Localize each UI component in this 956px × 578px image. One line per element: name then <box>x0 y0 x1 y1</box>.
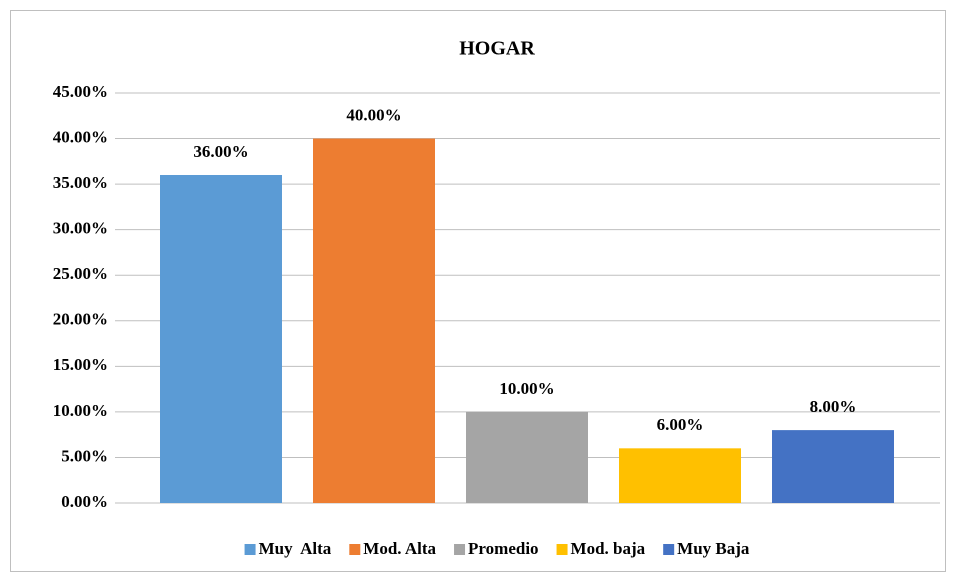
legend-label: Promedio <box>468 539 539 558</box>
legend-swatch <box>454 544 466 555</box>
legend-label: Muy Baja <box>677 539 750 558</box>
y-tick-label: 35.00% <box>53 173 108 192</box>
chart-title: HOGAR <box>459 38 535 60</box>
data-label: 8.00% <box>810 397 857 416</box>
legend-swatch <box>244 544 256 555</box>
y-tick-label: 15.00% <box>53 355 108 374</box>
y-tick-label: 45.00% <box>53 82 108 101</box>
bar <box>313 138 435 504</box>
data-label: 10.00% <box>499 379 554 398</box>
legend-label: Mod. Alta <box>363 539 436 558</box>
legend: Muy Alta Mod. Alta Promedio Mod. baja Muy Ba… <box>244 539 750 558</box>
legend-label: Mod. baja <box>571 539 646 558</box>
y-tick-label: 5.00% <box>61 446 108 465</box>
y-tick-label: 0.00% <box>61 492 108 511</box>
legend-label: Muy Alta <box>259 539 332 558</box>
bar <box>466 411 588 503</box>
data-label: 40.00% <box>346 105 401 124</box>
data-label: 36.00% <box>193 142 248 161</box>
bar <box>772 430 894 503</box>
legend-swatch <box>556 544 568 555</box>
y-tick-label: 40.00% <box>53 127 108 146</box>
y-tick-label: 20.00% <box>53 310 108 329</box>
legend-swatch <box>663 544 675 555</box>
y-tick-label: 10.00% <box>53 401 108 420</box>
bar <box>160 175 282 503</box>
data-label: 6.00% <box>657 415 704 434</box>
legend-swatch <box>349 544 361 555</box>
y-tick-label: 25.00% <box>53 264 108 283</box>
bar <box>619 448 741 503</box>
y-tick-label: 30.00% <box>53 219 108 238</box>
